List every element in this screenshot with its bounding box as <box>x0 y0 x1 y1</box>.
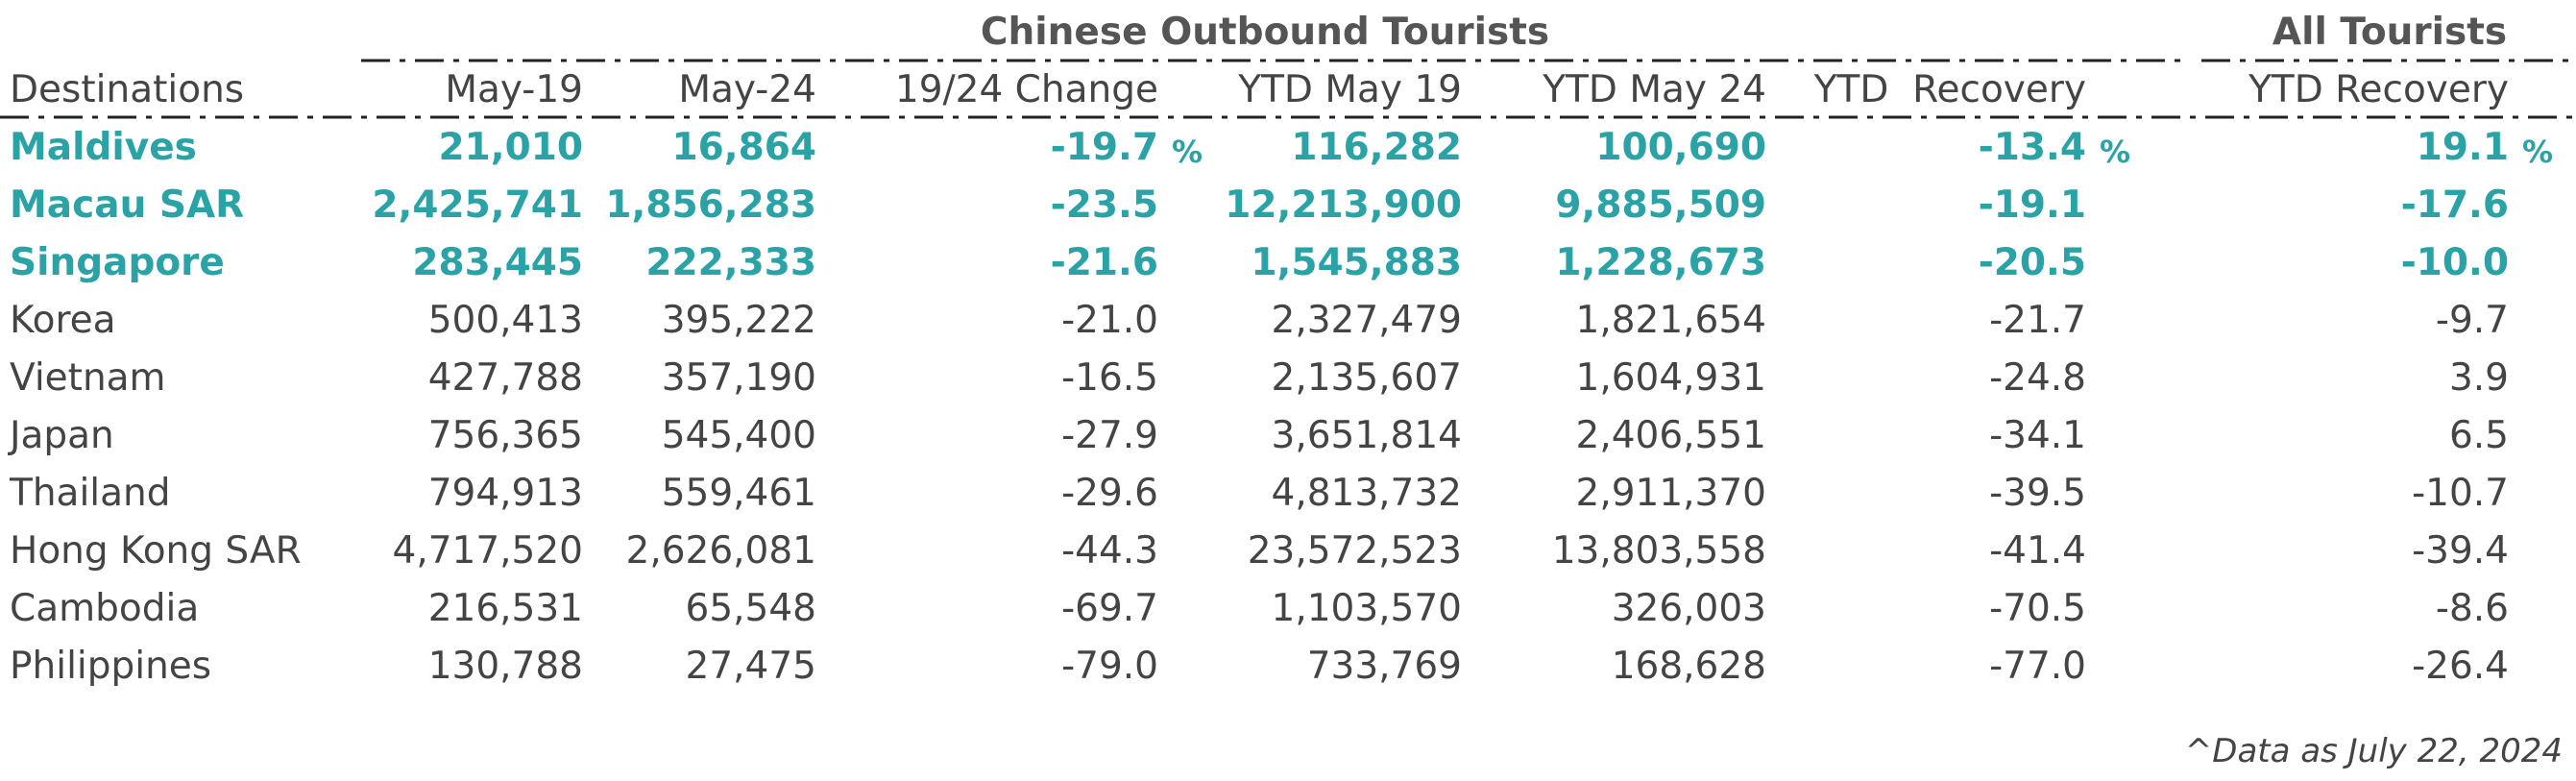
cell: 500,413 <box>427 299 583 342</box>
cell: 2,406,551 <box>1575 414 1767 457</box>
row-label: Singapore <box>10 241 225 284</box>
cell: 116,282 <box>1291 126 1462 169</box>
column-header: YTD Recovery <box>2248 68 2509 111</box>
cell: 756,365 <box>427 414 583 457</box>
cell: 1,103,570 <box>1271 587 1463 630</box>
cell: -10.0 <box>2400 241 2509 284</box>
cell: 1,604,931 <box>1575 356 1767 400</box>
cell: 2,911,370 <box>1575 472 1767 515</box>
cell: 794,913 <box>427 472 583 515</box>
row-label: Thailand <box>10 472 171 515</box>
cell: -39.5 <box>1989 472 2086 515</box>
cell: 12,213,900 <box>1225 183 1462 227</box>
row-label: Vietnam <box>10 356 166 400</box>
row-label: Macau SAR <box>10 183 245 227</box>
cell: 2,425,741 <box>372 183 583 227</box>
cell: 222,333 <box>645 241 816 284</box>
row-label: Japan <box>10 414 114 457</box>
cell: 21,010 <box>438 126 584 169</box>
cell: 3,651,814 <box>1271 414 1463 457</box>
cell: 168,628 <box>1611 645 1766 688</box>
cell: 1,856,283 <box>605 183 816 227</box>
cell: -13.4 <box>1978 126 2086 169</box>
cell: -17.6 <box>2400 183 2509 227</box>
cell: -10.7 <box>2412 472 2509 515</box>
cell: -21.6 <box>1050 241 1158 284</box>
column-header: May-24 <box>678 68 816 111</box>
column-header: YTD May 24 <box>1543 68 1766 111</box>
cell: 3.9 <box>2448 356 2509 400</box>
group-header: Chinese Outbound Tourists <box>980 11 1550 54</box>
cell: 545,400 <box>661 414 816 457</box>
cell: 216,531 <box>427 587 583 630</box>
cell: -23.5 <box>1050 183 1158 227</box>
cell: -21.7 <box>1989 299 2086 342</box>
cell: -70.5 <box>1989 587 2086 630</box>
cell: -39.4 <box>2412 529 2509 573</box>
cell: 559,461 <box>661 472 816 515</box>
cell: 326,003 <box>1611 587 1766 630</box>
cell: 19.1 <box>2416 126 2509 169</box>
cell: -27.9 <box>1061 414 1158 457</box>
cell: 100,690 <box>1595 126 1766 169</box>
cell: -69.7 <box>1061 587 1158 630</box>
cell: 427,788 <box>427 356 583 400</box>
cell: 65,548 <box>685 587 816 630</box>
cell: 4,717,520 <box>392 529 584 573</box>
cell: 733,769 <box>1306 645 1462 688</box>
row-label: Hong Kong SAR <box>10 529 302 573</box>
cell: 395,222 <box>661 299 816 342</box>
unit: % <box>2522 134 2554 170</box>
column-header: YTD Recovery <box>1813 68 2086 111</box>
cell: 4,813,732 <box>1271 472 1463 515</box>
row-label: Philippines <box>10 645 212 688</box>
column-header: YTD May 19 <box>1238 68 1462 111</box>
cell: 130,788 <box>427 645 583 688</box>
cell: -41.4 <box>1989 529 2086 573</box>
cell: 13,803,558 <box>1551 529 1766 573</box>
cell: 2,327,479 <box>1271 299 1463 342</box>
cell: 23,572,523 <box>1247 529 1462 573</box>
cell: 1,228,673 <box>1555 241 1766 284</box>
cell: -24.8 <box>1989 356 2086 400</box>
cell: 357,190 <box>661 356 816 400</box>
cell: 6.5 <box>2448 414 2509 457</box>
cell: 283,445 <box>412 241 583 284</box>
cell: -19.7 <box>1050 126 1158 169</box>
cell: -26.4 <box>2412 645 2509 688</box>
cell: -29.6 <box>1061 472 1158 515</box>
cell: 1,821,654 <box>1575 299 1767 342</box>
cell: -16.5 <box>1061 356 1158 400</box>
unit: % <box>1172 134 1203 170</box>
column-header: May-19 <box>445 68 583 111</box>
cell: -34.1 <box>1989 414 2086 457</box>
unit: % <box>2100 134 2131 170</box>
cell: -21.0 <box>1061 299 1158 342</box>
cell: -79.0 <box>1061 645 1158 688</box>
cell: -9.7 <box>2435 299 2509 342</box>
cell: -20.5 <box>1978 241 2086 284</box>
row-label: Korea <box>10 299 116 342</box>
row-label: Maldives <box>10 126 197 169</box>
cell: 27,475 <box>685 645 816 688</box>
cell: 1,545,883 <box>1251 241 1462 284</box>
cell: -19.1 <box>1978 183 2086 227</box>
cell: 2,135,607 <box>1271 356 1463 400</box>
footnote: ^Data as July 22, 2024 <box>2184 732 2563 770</box>
cell: -77.0 <box>1989 645 2086 688</box>
column-header: 19/24 Change <box>894 68 1158 111</box>
row-label: Cambodia <box>10 587 200 630</box>
cell: 16,864 <box>671 126 817 169</box>
cell: 2,626,081 <box>625 529 817 573</box>
cell: 9,885,509 <box>1555 183 1766 227</box>
cell: -44.3 <box>1061 529 1158 573</box>
column-header: Destinations <box>10 68 245 111</box>
group-header: All Tourists <box>2272 11 2508 54</box>
cell: -8.6 <box>2435 587 2509 630</box>
